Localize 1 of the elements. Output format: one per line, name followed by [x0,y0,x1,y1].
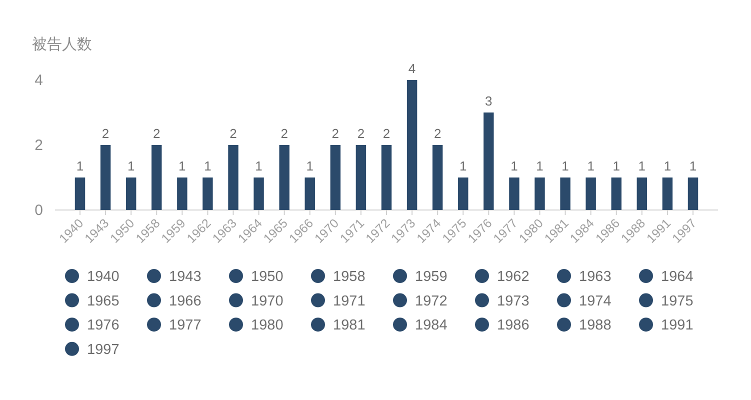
ylabel: 被告人数 [32,36,92,53]
